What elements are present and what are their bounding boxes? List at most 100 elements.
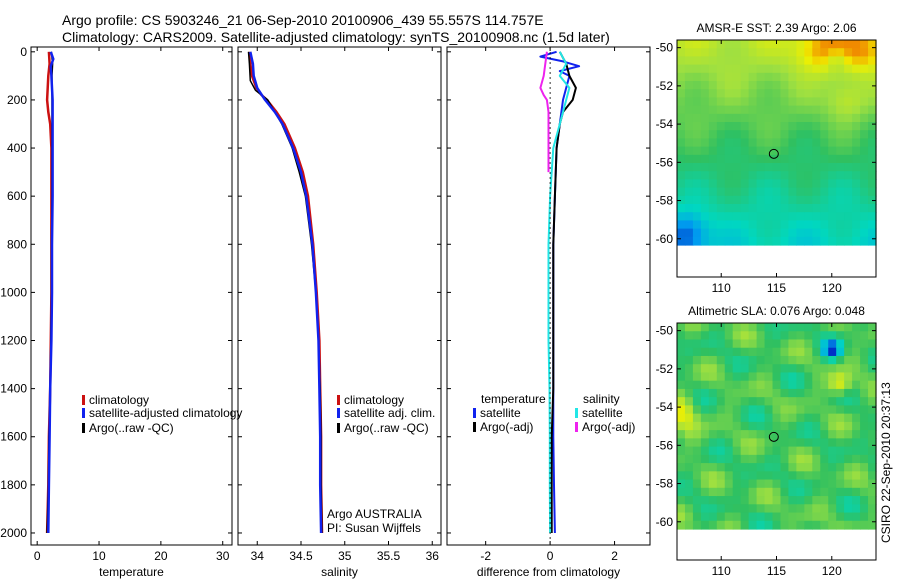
- map-cell: [852, 397, 861, 406]
- map-cell: [740, 179, 750, 189]
- map-cell: [677, 347, 686, 357]
- map-cell: [860, 56, 869, 66]
- map-cell: [828, 364, 837, 374]
- map-cell: [740, 413, 750, 423]
- map-cell: [820, 56, 829, 66]
- map-cell: [700, 187, 710, 197]
- map-cell: [788, 220, 797, 230]
- map-cell: [796, 81, 805, 90]
- map-cell: [796, 48, 805, 57]
- map-cell: [780, 380, 790, 390]
- map-cell: [836, 72, 845, 82]
- map-cell: [740, 355, 750, 365]
- map-cell: [836, 195, 845, 205]
- map-cell: [677, 479, 686, 489]
- map-cell: [716, 496, 726, 505]
- map-cell: [677, 236, 686, 246]
- map-cell: [796, 331, 805, 341]
- map-cell: [868, 504, 877, 514]
- series-line-2: [547, 51, 571, 534]
- map-cell: [772, 89, 782, 98]
- map-cell: [756, 146, 766, 156]
- map-cell: [804, 355, 813, 365]
- map-cell: [844, 364, 853, 374]
- map-cell: [812, 446, 821, 456]
- map-cell: [716, 195, 726, 205]
- map-cell: [812, 323, 821, 332]
- map-cell: [756, 154, 766, 164]
- map-cell: [860, 323, 869, 332]
- map-cell: [708, 331, 718, 341]
- map-cell: [692, 146, 702, 156]
- map-cell: [732, 446, 742, 456]
- map-cell: [724, 179, 734, 189]
- map-cell: [724, 421, 734, 431]
- map-cell: [724, 228, 734, 238]
- map-cell: [764, 339, 774, 349]
- map-cell: [828, 72, 837, 82]
- map-cell: [732, 421, 742, 431]
- map-cell: [844, 138, 853, 148]
- map-cell: [684, 355, 694, 365]
- map-cell: [756, 355, 766, 365]
- map-cell: [780, 228, 790, 238]
- map-cell: [828, 413, 837, 423]
- map-cell: [724, 138, 734, 148]
- map-cell: [804, 138, 813, 148]
- map-cell: [716, 163, 726, 172]
- map-cell: [677, 122, 686, 131]
- map-cell: [740, 405, 750, 415]
- map-cell: [812, 331, 821, 341]
- map-cell: [708, 97, 718, 107]
- map-cell: [844, 446, 853, 456]
- map-cell: [780, 512, 790, 522]
- map-cell: [852, 179, 861, 189]
- map-cell: [868, 122, 877, 131]
- map-cell: [820, 479, 829, 489]
- map-cell: [788, 187, 797, 197]
- map-cell: [828, 48, 837, 57]
- map-cell: [740, 146, 750, 156]
- map-cell: [860, 405, 869, 415]
- map-cell: [780, 372, 790, 382]
- map-cell: [724, 130, 734, 139]
- map-cell: [708, 496, 718, 505]
- map-cell: [708, 154, 718, 164]
- map-cell: [692, 130, 702, 139]
- map-cell: [732, 171, 742, 180]
- map-cell: [756, 89, 766, 98]
- map-cell: [756, 195, 766, 205]
- map-cell: [860, 105, 869, 115]
- map-cell: [780, 130, 790, 139]
- map-cell: [677, 56, 686, 66]
- map-cell: [692, 113, 702, 123]
- map-cell: [788, 421, 797, 431]
- map-cell: [684, 105, 694, 115]
- map-cell: [692, 372, 702, 382]
- map-cell: [836, 163, 845, 172]
- map-cell: [828, 97, 837, 107]
- map-cell: [860, 355, 869, 365]
- map-cell: [852, 81, 861, 90]
- map-cell: [708, 204, 718, 213]
- map-cell: [788, 105, 797, 115]
- map-cell: [860, 471, 869, 481]
- map-cell: [692, 105, 702, 115]
- map-cell: [844, 72, 853, 82]
- map-cell: [732, 64, 742, 74]
- map-cell: [740, 48, 750, 57]
- map-cell: [677, 487, 686, 497]
- map-cell: [772, 228, 782, 238]
- map-cell: [828, 146, 837, 156]
- map-cell: [677, 355, 686, 365]
- map-cell: [740, 331, 750, 341]
- map-cell: [844, 454, 853, 464]
- map-cell: [796, 454, 805, 464]
- map-cell: [700, 154, 710, 164]
- map-cell: [804, 331, 813, 341]
- map-cell: [844, 463, 853, 472]
- map-y-tick-label: -54: [656, 117, 674, 131]
- map-cell: [708, 187, 718, 197]
- map-cell: [764, 105, 774, 115]
- map-cell: [684, 413, 694, 423]
